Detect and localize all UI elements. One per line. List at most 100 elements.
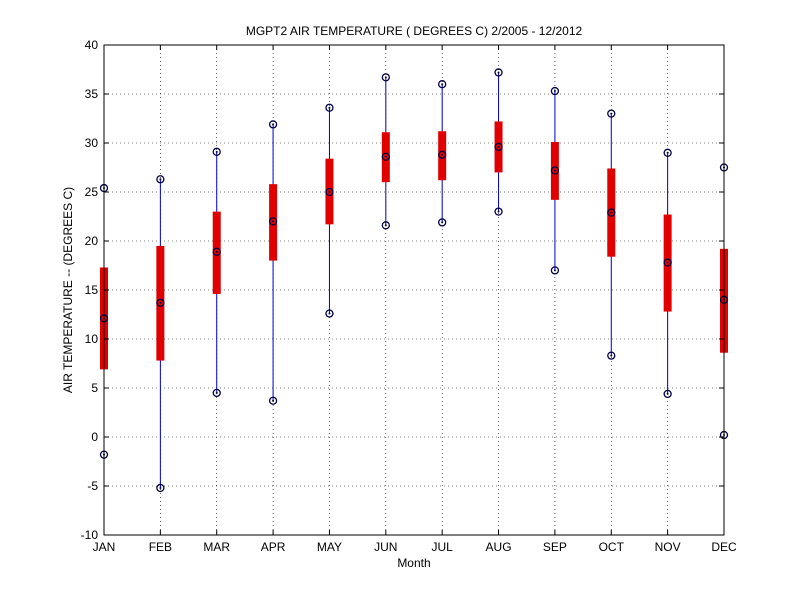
grid-lines bbox=[104, 45, 724, 535]
y-tick-label: 30 bbox=[85, 136, 99, 150]
min-marker bbox=[381, 221, 390, 230]
x-axis-label: Month bbox=[397, 556, 430, 570]
y-tick-label: -10 bbox=[81, 528, 99, 542]
y-tick-label: 5 bbox=[91, 381, 98, 395]
max-marker bbox=[156, 175, 165, 184]
x-tick-label: NOV bbox=[655, 540, 681, 554]
median-marker-dot bbox=[610, 211, 613, 214]
box-oct bbox=[607, 109, 616, 360]
max-marker-dot bbox=[497, 71, 500, 74]
min-marker bbox=[268, 396, 278, 405]
y-tick-label: 25 bbox=[85, 185, 99, 199]
min-marker-dot bbox=[328, 312, 331, 315]
max-marker-dot bbox=[441, 83, 444, 86]
median-marker-dot bbox=[553, 169, 556, 172]
max-marker-dot bbox=[215, 150, 218, 153]
max-marker bbox=[663, 148, 672, 157]
x-tick-label: MAR bbox=[203, 540, 230, 554]
min-marker bbox=[663, 389, 672, 399]
min-marker bbox=[212, 388, 221, 398]
y-tick-label: 0 bbox=[91, 430, 98, 444]
max-marker-dot bbox=[272, 123, 275, 126]
min-marker-dot bbox=[497, 210, 500, 213]
median-marker-dot bbox=[215, 250, 218, 253]
min-marker-dot bbox=[384, 224, 387, 227]
box-sep bbox=[550, 86, 560, 275]
min-marker-dot bbox=[553, 269, 556, 272]
max-marker-dot bbox=[610, 112, 613, 115]
min-marker bbox=[607, 351, 616, 360]
median-marker bbox=[156, 298, 165, 307]
y-tick-label: 10 bbox=[85, 332, 99, 346]
x-axis: JAN FEB MAR APR MAY JUN JUL AUG SEP OCT NOV DEC bbox=[93, 45, 737, 554]
min-marker bbox=[550, 266, 560, 275]
max-marker-dot bbox=[384, 76, 387, 79]
chart-title: MGPT2 AIR TEMPERATURE ( DEGREES C) 2/200… bbox=[246, 24, 583, 38]
x-tick-label: DEC bbox=[711, 540, 737, 554]
box-aug bbox=[494, 68, 503, 216]
max-marker bbox=[325, 103, 334, 112]
min-marker-dot bbox=[272, 399, 275, 402]
max-marker bbox=[381, 73, 390, 82]
box-mar bbox=[212, 147, 221, 398]
median-marker bbox=[381, 152, 390, 161]
box-nov bbox=[663, 148, 672, 399]
x-tick-label: JAN bbox=[93, 540, 116, 554]
x-tick-label: MAY bbox=[317, 540, 342, 554]
max-marker bbox=[212, 147, 221, 156]
min-marker-dot bbox=[666, 392, 669, 395]
median-marker-dot bbox=[497, 145, 500, 148]
median-marker-dot bbox=[328, 191, 331, 193]
y-tick-label: -5 bbox=[87, 479, 98, 493]
y-tick-label: 15 bbox=[85, 283, 99, 297]
box-apr bbox=[268, 120, 278, 405]
y-axis: -10 -5 0 5 10 15 20 25 30 35 40 bbox=[81, 38, 724, 542]
box-jul bbox=[438, 80, 447, 227]
min-marker-dot bbox=[215, 391, 218, 394]
min-marker bbox=[156, 483, 165, 493]
max-marker bbox=[607, 109, 616, 118]
median-marker bbox=[268, 217, 278, 226]
median-marker bbox=[663, 258, 672, 267]
max-marker-dot bbox=[159, 178, 162, 181]
min-marker bbox=[325, 309, 334, 318]
median-marker bbox=[607, 208, 616, 217]
min-marker bbox=[438, 218, 447, 227]
y-tick-label: 35 bbox=[85, 87, 99, 101]
x-tick-label: JUL bbox=[432, 540, 454, 554]
median-marker bbox=[325, 187, 334, 197]
min-marker-dot bbox=[441, 221, 444, 224]
box-jun bbox=[381, 73, 390, 230]
min-marker-dot bbox=[610, 354, 613, 357]
median-marker-dot bbox=[272, 220, 275, 223]
median-marker bbox=[438, 150, 447, 159]
x-tick-label: OCT bbox=[599, 540, 625, 554]
max-marker bbox=[438, 80, 447, 89]
x-tick-label: SEP bbox=[543, 540, 567, 554]
max-marker bbox=[268, 120, 278, 129]
y-tick-label: 40 bbox=[85, 38, 99, 52]
x-tick-label: AUG bbox=[486, 540, 512, 554]
min-marker bbox=[494, 207, 503, 216]
max-marker bbox=[550, 86, 560, 96]
median-marker bbox=[212, 247, 221, 256]
max-marker-dot bbox=[666, 151, 669, 154]
box-may bbox=[325, 103, 334, 318]
box-feb bbox=[156, 175, 165, 493]
median-marker-dot bbox=[441, 153, 444, 156]
y-tick-label: 20 bbox=[85, 234, 99, 248]
max-marker bbox=[494, 68, 503, 77]
max-marker-dot bbox=[328, 106, 331, 109]
median-marker-dot bbox=[159, 301, 162, 304]
x-tick-label: JUN bbox=[374, 540, 397, 554]
x-tick-label: FEB bbox=[149, 540, 172, 554]
max-marker-dot bbox=[553, 90, 556, 93]
min-marker-dot bbox=[159, 486, 162, 489]
median-marker-dot bbox=[666, 261, 669, 264]
median-marker bbox=[550, 166, 560, 175]
median-marker-dot bbox=[384, 155, 387, 158]
median-marker bbox=[494, 142, 503, 152]
y-axis-label: AIR TEMPERATURE -- (DEGREES C) bbox=[61, 187, 75, 393]
x-tick-label: APR bbox=[261, 540, 286, 554]
